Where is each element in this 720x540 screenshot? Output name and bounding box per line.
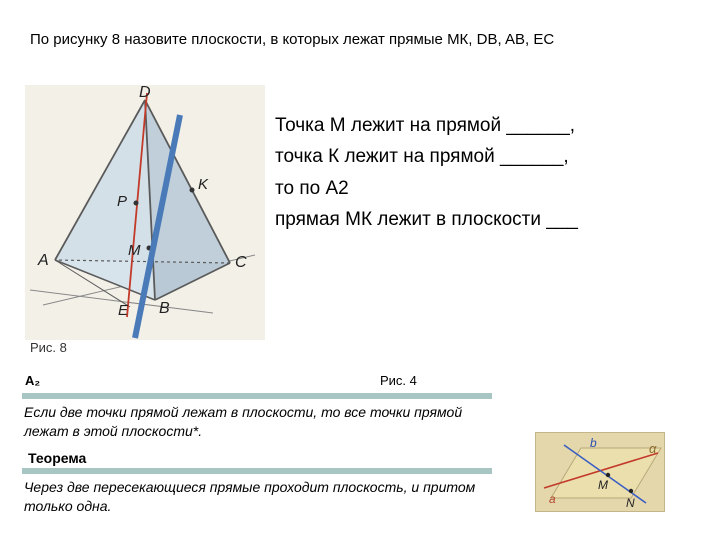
a2-label: A₂ bbox=[25, 373, 40, 388]
svg-text:M: M bbox=[598, 478, 608, 492]
svg-text:a: a bbox=[549, 492, 556, 506]
svg-text:A: A bbox=[37, 252, 49, 269]
svg-text:N: N bbox=[626, 496, 635, 510]
divider-bar bbox=[22, 468, 492, 474]
task-text: По рисунку 8 назовите плоскости, в котор… bbox=[30, 30, 690, 50]
small-diagram: a b α M N bbox=[535, 432, 665, 512]
answer-line: точка К лежит на прямой ______, bbox=[275, 141, 710, 172]
pyramid-figure: D A B C E K M P bbox=[25, 85, 265, 340]
svg-text:E: E bbox=[118, 302, 129, 319]
theorem-block: Через две пересекающиеся прямые проходит… bbox=[22, 468, 492, 522]
svg-text:P: P bbox=[117, 193, 127, 210]
svg-text:B: B bbox=[159, 300, 170, 317]
theorem-label: Теорема bbox=[28, 450, 86, 466]
theorem-text: Через две пересекающиеся прямые проходит… bbox=[22, 475, 492, 522]
svg-text:K: K bbox=[198, 176, 209, 193]
svg-text:C: C bbox=[235, 254, 247, 271]
fig4-label: Рис. 4 bbox=[380, 373, 417, 388]
axiom-block: Если две точки прямой лежат в плоскости,… bbox=[22, 393, 492, 447]
figure-caption: Рис. 8 bbox=[30, 340, 67, 355]
svg-text:D: D bbox=[139, 85, 151, 101]
svg-text:M: M bbox=[128, 242, 141, 259]
answer-line: прямая МК лежит в плоскости ___ bbox=[275, 204, 710, 235]
answer-text: Точка М лежит на прямой ______, точка К … bbox=[275, 110, 710, 235]
svg-text:b: b bbox=[590, 436, 597, 450]
answer-line: то по А2 bbox=[275, 173, 710, 204]
answer-line: Точка М лежит на прямой ______, bbox=[275, 110, 710, 141]
axiom-text: Если две точки прямой лежат в плоскости,… bbox=[22, 400, 492, 447]
divider-bar bbox=[22, 393, 492, 399]
svg-text:α: α bbox=[649, 441, 657, 456]
